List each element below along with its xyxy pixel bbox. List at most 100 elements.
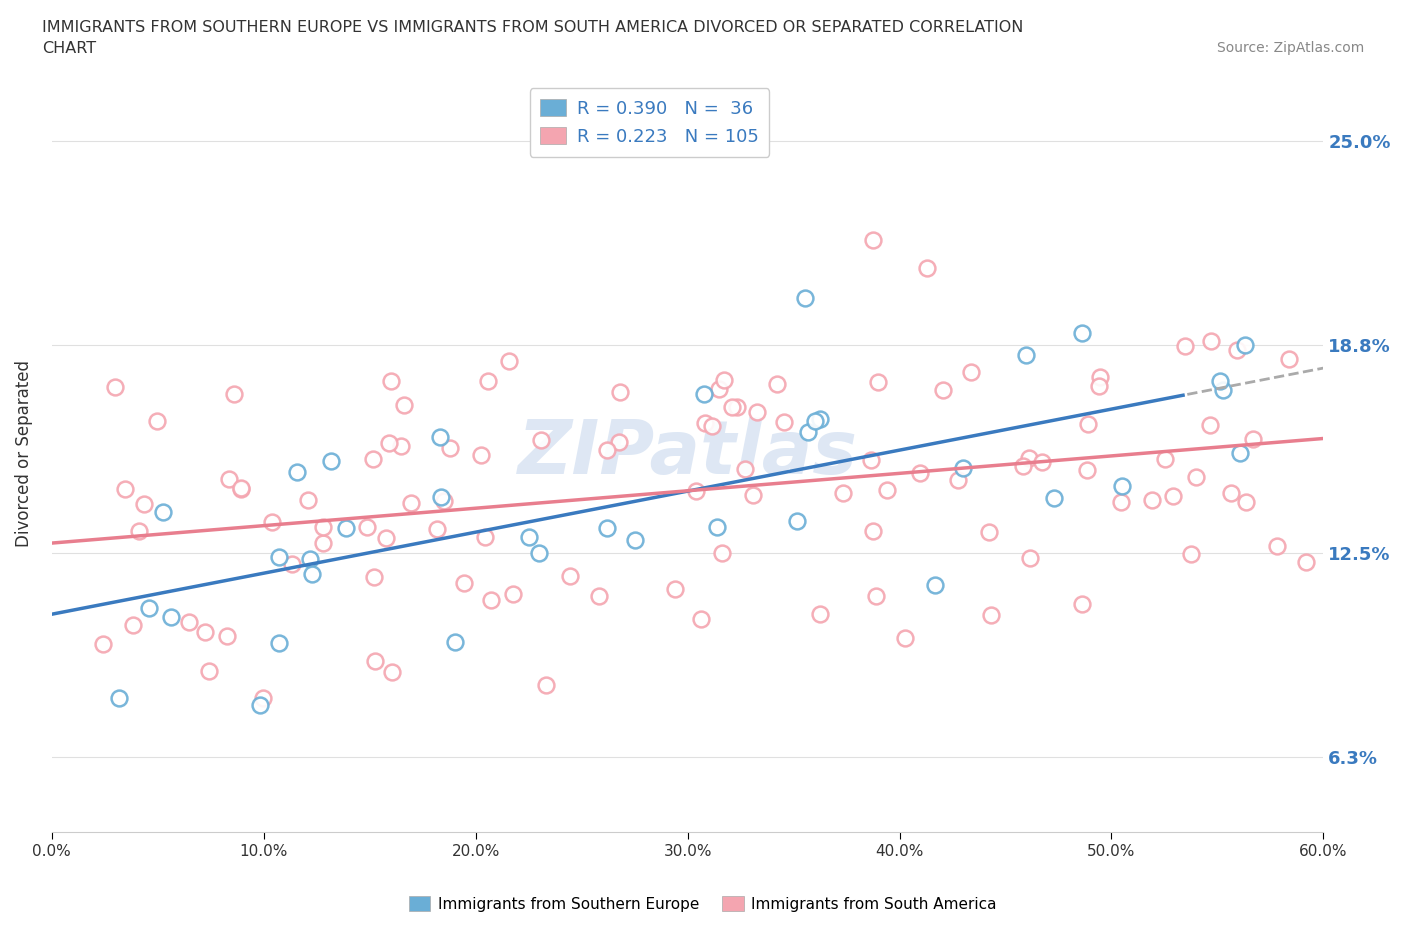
- Point: [786, 513, 808, 528]
- Point: [1209, 374, 1232, 389]
- Legend: Immigrants from Southern Europe, Immigrants from South America: Immigrants from Southern Europe, Immigra…: [404, 890, 1002, 918]
- Point: [773, 415, 796, 430]
- Point: [690, 612, 713, 627]
- Point: [1278, 352, 1301, 366]
- Point: [952, 460, 974, 475]
- Point: [1174, 339, 1197, 353]
- Point: [444, 635, 467, 650]
- Point: [470, 447, 492, 462]
- Point: [356, 520, 378, 535]
- Point: [429, 430, 451, 445]
- Point: [1088, 369, 1111, 384]
- Point: [249, 698, 271, 712]
- Point: [498, 353, 520, 368]
- Point: [1211, 382, 1233, 397]
- Point: [194, 624, 217, 639]
- Point: [862, 524, 884, 538]
- Point: [1229, 445, 1251, 460]
- Point: [960, 365, 983, 379]
- Point: [399, 495, 422, 510]
- Point: [1265, 538, 1288, 553]
- Point: [894, 631, 917, 645]
- Point: [1154, 451, 1177, 466]
- Point: [796, 425, 818, 440]
- Point: [924, 578, 946, 592]
- Point: [502, 587, 524, 602]
- Point: [1234, 494, 1257, 509]
- Point: [1184, 470, 1206, 485]
- Point: [128, 524, 150, 538]
- Point: [793, 290, 815, 305]
- Point: [1111, 479, 1133, 494]
- Point: [363, 569, 385, 584]
- Point: [1071, 597, 1094, 612]
- Point: [693, 386, 716, 401]
- Point: [197, 664, 219, 679]
- Point: [1018, 451, 1040, 466]
- Point: [1219, 485, 1241, 500]
- Point: [607, 435, 630, 450]
- Point: [426, 522, 449, 537]
- Point: [1076, 417, 1098, 432]
- Point: [1295, 554, 1317, 569]
- Point: [335, 521, 357, 536]
- Point: [1199, 334, 1222, 349]
- Point: [389, 439, 412, 454]
- Point: [1071, 326, 1094, 340]
- Point: [474, 529, 496, 544]
- Point: [932, 382, 955, 397]
- Text: CHART: CHART: [42, 41, 96, 56]
- Point: [876, 483, 898, 498]
- Point: [218, 472, 240, 486]
- Point: [980, 607, 1002, 622]
- Point: [596, 521, 619, 536]
- Point: [298, 552, 321, 567]
- Point: [269, 550, 291, 565]
- Point: [392, 398, 415, 413]
- Point: [721, 400, 744, 415]
- Point: [152, 504, 174, 519]
- Point: [530, 432, 553, 447]
- Point: [1198, 417, 1220, 432]
- Point: [865, 589, 887, 604]
- Point: [1031, 455, 1053, 470]
- Point: [695, 416, 717, 431]
- Point: [453, 576, 475, 591]
- Point: [609, 384, 631, 399]
- Point: [138, 601, 160, 616]
- Point: [741, 488, 763, 503]
- Point: [91, 636, 114, 651]
- Point: [1015, 348, 1038, 363]
- Text: IMMIGRANTS FROM SOUTHERN EUROPE VS IMMIGRANTS FROM SOUTH AMERICA DIVORCED OR SEP: IMMIGRANTS FROM SOUTHERN EUROPE VS IMMIG…: [42, 20, 1024, 35]
- Y-axis label: Divorced or Separated: Divorced or Separated: [15, 361, 32, 548]
- Text: ZIPatlas: ZIPatlas: [517, 418, 858, 490]
- Point: [624, 533, 647, 548]
- Point: [1042, 491, 1064, 506]
- Point: [910, 466, 932, 481]
- Point: [1140, 493, 1163, 508]
- Point: [361, 451, 384, 466]
- Point: [832, 485, 855, 500]
- Point: [1161, 488, 1184, 503]
- Point: [862, 233, 884, 248]
- Point: [810, 606, 832, 621]
- Point: [527, 546, 550, 561]
- Text: Source: ZipAtlas.com: Source: ZipAtlas.com: [1216, 41, 1364, 55]
- Point: [121, 618, 143, 632]
- Point: [1076, 463, 1098, 478]
- Point: [215, 628, 238, 643]
- Point: [439, 440, 461, 455]
- Point: [685, 484, 707, 498]
- Point: [979, 525, 1001, 539]
- Point: [710, 545, 733, 560]
- Point: [713, 372, 735, 387]
- Point: [481, 592, 503, 607]
- Point: [860, 452, 883, 467]
- Point: [177, 615, 200, 630]
- Point: [706, 520, 728, 535]
- Point: [301, 567, 323, 582]
- Point: [380, 374, 402, 389]
- Point: [664, 582, 686, 597]
- Point: [252, 691, 274, 706]
- Point: [866, 375, 889, 390]
